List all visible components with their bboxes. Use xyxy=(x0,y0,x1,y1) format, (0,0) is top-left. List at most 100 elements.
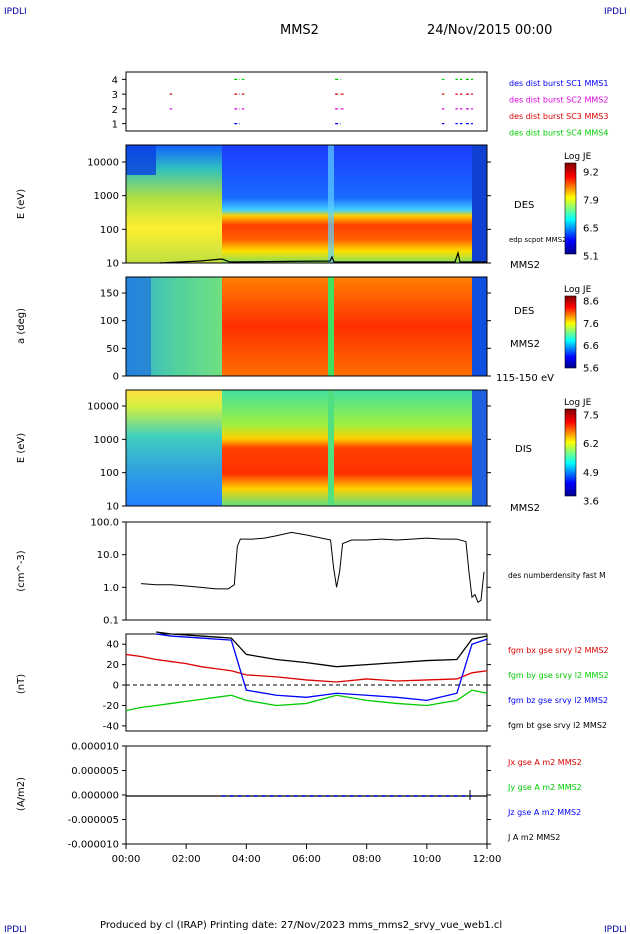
des-energy-y-tick-label: 100 xyxy=(100,225,119,236)
dis-energy-cb-tick: 3.6 xyxy=(583,497,599,508)
pitch-end xyxy=(472,277,487,376)
burst-legend-entry: des dist burst SC4 MMS4 xyxy=(509,129,608,138)
pitch-bottom-label: 115-150 eV xyxy=(496,373,554,384)
dis-energy-cb-tick: 4.9 xyxy=(583,468,599,479)
pitch-y-tick-label: 0 xyxy=(113,372,119,383)
density-frame xyxy=(125,521,488,621)
burst-tick-label: 3 xyxy=(112,90,118,101)
pitch-y-tick-label: 100 xyxy=(100,316,119,327)
des-energy-dropout xyxy=(328,145,334,263)
footer-corner-left: IPDLI xyxy=(4,925,27,934)
density-y-ticks: 100.0 10.0 1.0 0.1 xyxy=(90,518,491,627)
dis-energy-y-tick-label: 10 xyxy=(106,502,119,513)
x-tick-label: 04:00 xyxy=(232,854,261,865)
bfield-series-line xyxy=(155,633,488,702)
dis-energy-panel: 10000 1000 100 10 E (eV) DIS MMS2 Log JE 7.… xyxy=(16,389,599,514)
scpot-trace xyxy=(159,250,487,264)
dis-energy-ylabel: E (eV) xyxy=(16,433,27,463)
density-panel: 100.0 10.0 1.0 0.1 (cm^-3) des numberdensit… xyxy=(16,518,606,627)
des-energy-cb-ticks: 9.2 7.9 6.5 5.1 xyxy=(583,168,599,263)
x-tick-label: 10:00 xyxy=(412,854,441,865)
current-y-tick-label: -0.000010 xyxy=(68,840,119,851)
des-energy-y-tick-label: 10 xyxy=(106,259,119,270)
x-tick-label: 08:00 xyxy=(352,854,381,865)
current-panel: 0.000010 0.000005 0.000000 -0.000005 -0.0000… xyxy=(16,742,582,851)
pitch-frame xyxy=(125,276,488,377)
bfield-y-tick-label: 40 xyxy=(106,640,119,651)
dis-energy-y-tick-label: 1000 xyxy=(94,435,119,446)
pitch-cb-tick: 8.6 xyxy=(583,297,599,308)
density-series-line xyxy=(141,531,485,603)
burst-legend: des dist burst SC1 MMS1 des dist burst SC… xyxy=(509,79,608,138)
bfield-series-line xyxy=(155,631,488,668)
bfield-y-tick-label: 20 xyxy=(106,660,119,671)
density-legend: des numberdensity fast M xyxy=(508,571,606,580)
dis-energy-cb-tick: 6.2 xyxy=(583,439,599,450)
des-energy-cb-tick: 9.2 xyxy=(583,168,599,179)
bfield-series-line xyxy=(125,689,488,712)
density-y-tick-label: 0.1 xyxy=(103,616,119,627)
dis-energy-end xyxy=(472,390,487,506)
x-tick-label: 02:00 xyxy=(172,854,201,865)
pitch-dropout xyxy=(328,277,334,376)
bfield-series-lines xyxy=(125,631,488,712)
pitch-cb-tick: 6.6 xyxy=(583,341,599,352)
pitch-y-tick-label: 50 xyxy=(106,344,119,355)
bfield-y-tick-label: 0 xyxy=(113,681,119,692)
pitch-cb-tick: 7.6 xyxy=(583,319,599,330)
bfield-legend-entry: fgm bz gse srvy l2 MMS2 xyxy=(508,696,608,705)
pitch-ylabel: a (deg) xyxy=(16,308,27,344)
dis-energy-y-ticks: 10000 1000 100 10 xyxy=(87,402,491,513)
current-legend-entry: Jx gse A m2 MMS2 xyxy=(507,758,582,767)
current-ylabel: (A/m2) xyxy=(16,777,27,811)
footer-corner-right: IPDLI xyxy=(604,925,627,934)
dis-energy-dropout xyxy=(328,390,334,506)
burst-panel-frame xyxy=(125,71,488,132)
density-y-tick-label: 1.0 xyxy=(103,583,119,594)
current-y-tick-label: 0.000005 xyxy=(71,766,119,777)
des-energy-topleft xyxy=(126,145,156,175)
bfield-y-ticks: 40 20 0 -20 -40 xyxy=(103,640,491,732)
bfield-legend: fgm bx gse srvy l2 MMS2 fgm by gse srvy l… xyxy=(508,646,609,730)
dis-energy-y-tick-label: 10000 xyxy=(87,402,119,413)
burst-tick-label: 4 xyxy=(112,75,118,86)
des-energy-sheath xyxy=(222,145,472,263)
burst-legend-entry: des dist burst SC3 MMS3 xyxy=(509,112,608,121)
burst-tick-label: 2 xyxy=(112,105,118,116)
dis-energy-cb-ticks: 7.5 6.2 4.9 3.6 xyxy=(583,411,599,508)
des-energy-y-tick-label: 1000 xyxy=(94,191,119,202)
scpot-label: edp scpot MMS2 xyxy=(509,236,567,244)
bfield-panel: 40 20 0 -20 -40 (nT) fgm bx gse srvy l2 MMS2… xyxy=(16,631,609,732)
burst-marks xyxy=(169,78,473,125)
des-pitch-panel: 150 100 50 0 a (deg) DES MMS2 115-150 eV Lo… xyxy=(16,276,599,384)
current-legend-entry: Jy gse A m2 MMS2 xyxy=(507,783,582,792)
dis-energy-colorbar xyxy=(564,408,577,497)
pitch-sheath xyxy=(222,277,472,376)
pitch-cb-ticks: 8.6 7.6 6.6 5.6 xyxy=(583,297,599,375)
dis-energy-cb-tick: 7.5 xyxy=(583,411,599,422)
bfield-legend-entry: fgm bt gse srvy l2 MMS2 xyxy=(508,721,607,730)
burst-legend-entry: des dist burst SC1 MMS1 xyxy=(509,79,608,88)
current-y-tick-label: -0.000005 xyxy=(68,815,119,826)
des-energy-y-ticks: 10000 1000 100 10 xyxy=(87,158,491,270)
current-frame xyxy=(125,745,488,845)
density-y-tick-label: 100.0 xyxy=(90,518,119,529)
burst-tick-label: 1 xyxy=(112,120,118,131)
des-energy-colorbar xyxy=(564,162,577,255)
bfield-legend-entry: fgm bx gse srvy l2 MMS2 xyxy=(508,646,609,655)
des-energy-panel: 10000 1000 100 10 E (eV) DES edp scpot MMS2… xyxy=(16,144,599,271)
spacecraft-title: MMS2 xyxy=(280,23,319,38)
bfield-y-tick-label: -40 xyxy=(103,721,119,732)
dis-energy-early xyxy=(126,390,222,506)
pitch-y-ticks: 150 100 50 0 xyxy=(100,289,491,383)
des-energy-frame xyxy=(125,144,488,264)
corner-label-left: IPDLI xyxy=(4,7,27,17)
current-legend: Jx gse A m2 MMS2 Jy gse A m2 MMS2 Jz gse A… xyxy=(507,758,582,842)
dis-energy-bottom-label: MMS2 xyxy=(510,503,540,514)
dis-energy-label: DIS xyxy=(515,444,532,455)
density-y-tick-label: 10.0 xyxy=(97,550,119,561)
dis-energy-cb-title: Log JE xyxy=(564,398,592,408)
dis-energy-y-tick-label: 100 xyxy=(100,468,119,479)
pitch-early-left xyxy=(126,277,151,376)
corner-label-right: IPDLI xyxy=(604,7,627,17)
